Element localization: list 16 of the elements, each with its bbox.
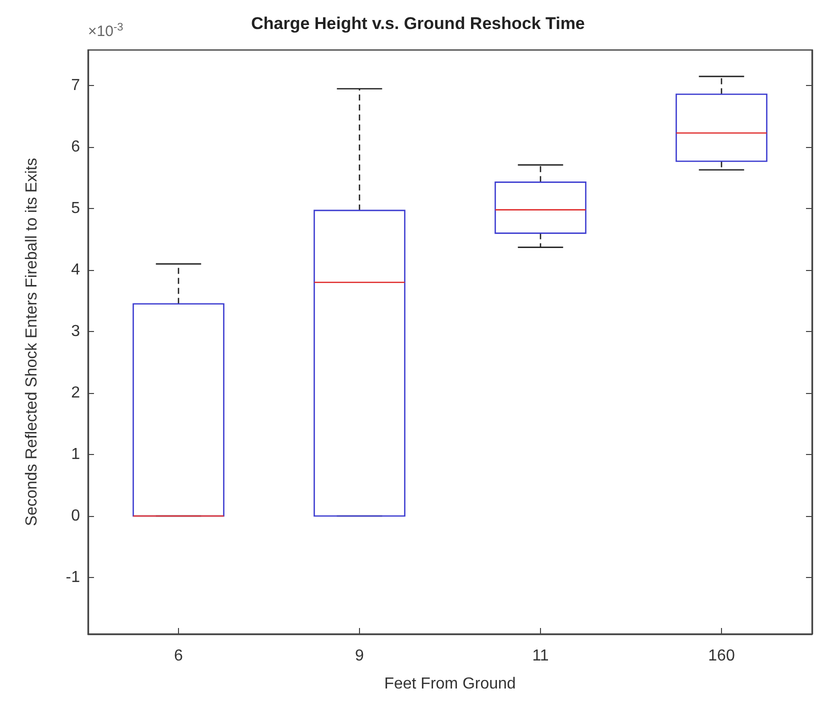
x-axis-title: Feet From Ground <box>384 676 516 692</box>
y-axis-title: Seconds Reflected Shock Enters Fireball to its Exits <box>24 158 40 526</box>
x-tick-label: 11 <box>532 648 549 664</box>
x-tick-label: 6 <box>174 648 184 664</box>
y-tick-label: 6 <box>71 138 80 156</box>
x-tick-label: 9 <box>355 648 364 664</box>
y-tick-label: 2 <box>71 384 80 402</box>
x-tick-label: 160 <box>708 648 735 664</box>
y-tick-label: 5 <box>71 200 80 218</box>
y-tick-label: 4 <box>71 262 80 279</box>
y-tick-label: 0 <box>71 507 80 524</box>
chart-title: Charge Height v.s. Ground Reshock Time <box>251 14 585 33</box>
y-tick-label: 1 <box>71 446 80 463</box>
y-tick-label: 3 <box>71 323 80 340</box>
y-tick-label: 7 <box>71 77 80 94</box>
y-tick-label: -1 <box>66 568 80 586</box>
